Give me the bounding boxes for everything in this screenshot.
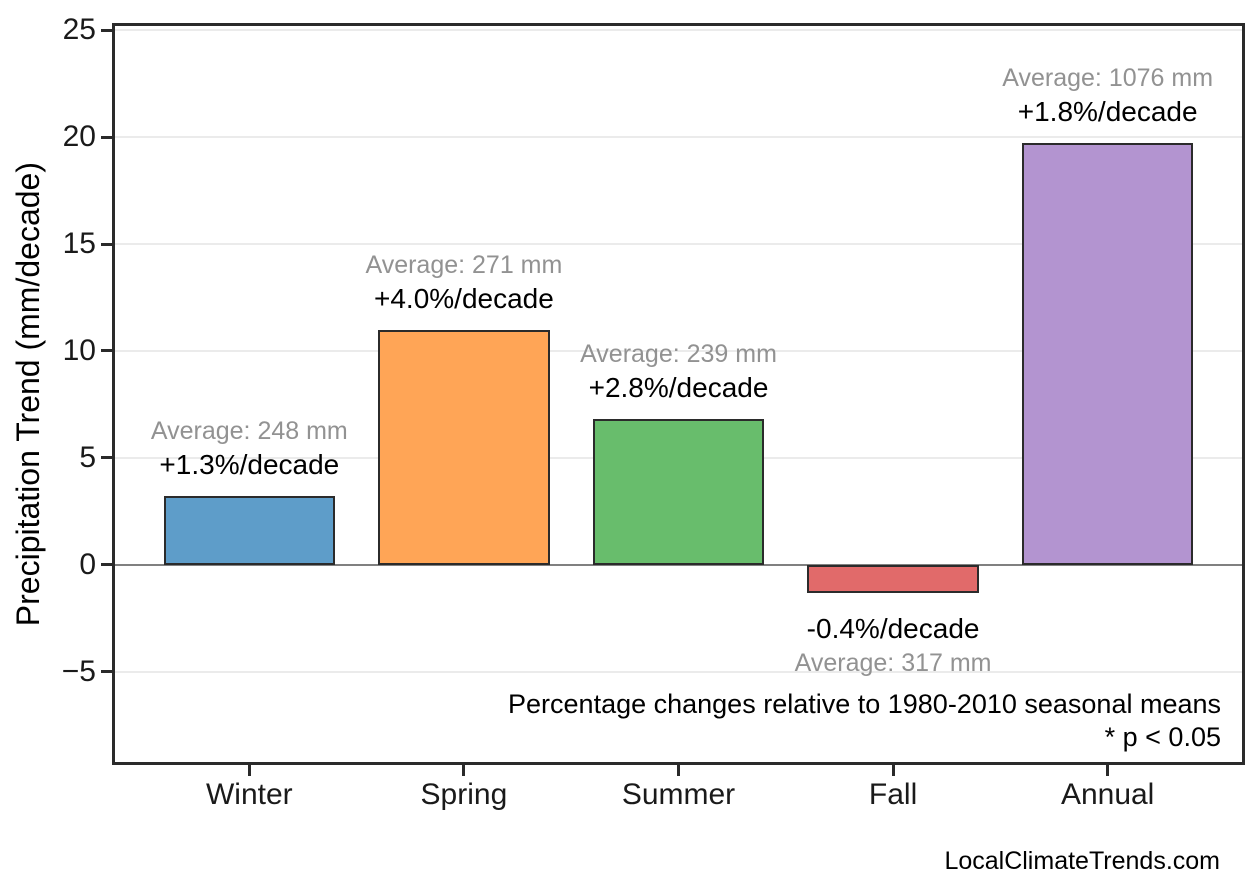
y-tick-mark [101, 242, 112, 246]
bar-labels-winter: Average: 248 mm +1.3%/decade [69, 414, 429, 482]
x-tick-label-summer: Summer [621, 778, 736, 811]
gridline [112, 349, 1245, 352]
y-tick-mark [101, 28, 112, 32]
y-tick-mark [101, 456, 112, 460]
gridline [112, 243, 1245, 246]
bar-label-trend-fall: -0.4%/decade [806, 612, 980, 644]
gridline [112, 29, 1245, 32]
bar-annual [1021, 143, 1194, 565]
bar-label-avg-spring: Average: 271 mm [365, 250, 563, 279]
bar-spring [378, 329, 550, 565]
x-tick-mark [247, 765, 251, 776]
x-tick-label-spring: Spring [420, 778, 508, 811]
x-tick-mark [677, 765, 680, 776]
y-tick-label-−5: −5 [61, 654, 96, 688]
bar-fall [807, 564, 979, 593]
y-tick-mark [101, 563, 112, 567]
bar-labels-annual: Average: 1076 mm +1.8%/decade [928, 61, 1258, 129]
y-tick-mark [101, 135, 112, 139]
x-tick-label-annual: Annual [1060, 778, 1155, 811]
annotation-note: Percentage changes relative to 1980-2010… [508, 688, 1221, 754]
x-tick-label-fall: Fall [868, 778, 918, 811]
bar-summer [592, 419, 765, 565]
y-tick-label-15: 15 [62, 227, 96, 261]
note-line-1: Percentage changes relative to 1980-2010… [508, 689, 1221, 719]
bar-label-avg-annual: Average: 1076 mm [1002, 64, 1214, 93]
footer-watermark: LocalClimateTrends.com [944, 847, 1220, 875]
bar-labels-fall: -0.4%/decade Average: 317 mm [713, 612, 1073, 680]
zero-line [112, 563, 1245, 566]
x-tick-mark [462, 765, 466, 776]
gridline [112, 670, 1245, 673]
y-axis-label-text: Precipitation Trend (mm/decade) [9, 161, 46, 627]
bar-winter [163, 496, 336, 565]
x-tick-mark [1106, 765, 1110, 776]
x-tick-mark [891, 765, 895, 776]
bar-label-trend-winter: +1.3%/decade [159, 449, 340, 481]
y-axis-label: Precipitation Trend (mm/decade) [6, 23, 50, 765]
gridline [112, 136, 1245, 139]
bar-label-avg-fall: Average: 317 mm [794, 648, 992, 677]
bar-label-trend-summer: +2.8%/decade [588, 372, 769, 404]
y-tick-label-25: 25 [62, 13, 96, 47]
x-tick-label-winter: Winter [205, 778, 293, 811]
note-line-2: * p < 0.05 [1104, 722, 1221, 752]
y-tick-label-5: 5 [79, 440, 96, 474]
bar-labels-spring: Average: 271 mm +4.0%/decade [284, 248, 644, 316]
y-tick-mark [101, 670, 112, 674]
y-tick-label-10: 10 [62, 333, 96, 367]
y-tick-label-0: 0 [79, 547, 96, 581]
bar-labels-summer: Average: 239 mm +2.8%/decade [499, 337, 859, 405]
bar-label-trend-spring: +4.0%/decade [374, 282, 554, 314]
bar-label-avg-winter: Average: 248 mm [150, 417, 348, 446]
y-tick-mark [101, 349, 112, 353]
bar-label-trend-annual: +1.8%/decade [1017, 96, 1198, 128]
bar-label-avg-summer: Average: 239 mm [580, 340, 777, 369]
y-tick-label-20: 20 [62, 120, 96, 154]
